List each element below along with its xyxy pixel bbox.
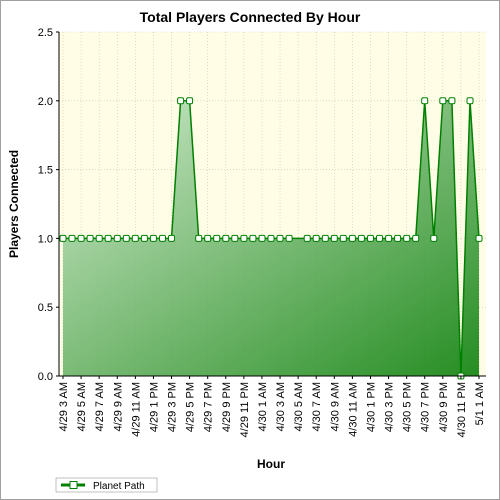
y-axis-ticks: 0.0 0.5 1.0 1.5 2.0 2.5 (38, 27, 59, 383)
data-point-marker (168, 234, 175, 242)
y-tick-label: 2.5 (38, 27, 53, 39)
x-tick-label: 4/30 9 AM (329, 382, 341, 432)
y-tick-label: 1.5 (38, 165, 53, 177)
data-point-marker (285, 234, 293, 242)
x-tick-label: 4/30 7 AM (311, 382, 323, 432)
x-tick-label: 4/29 11 AM (130, 382, 142, 437)
x-tick-label: 4/29 5 AM (76, 382, 88, 432)
x-tick-label: 4/30 5 PM (402, 382, 414, 432)
data-point-marker (439, 97, 447, 105)
x-tick-label: 4/29 1 PM (148, 382, 160, 432)
x-tick-label: 4/29 3 AM (58, 382, 70, 432)
x-tick-label: 4/29 7 AM (94, 382, 106, 432)
data-point-marker (412, 234, 420, 242)
data-point-marker (376, 234, 383, 242)
data-point-marker (195, 234, 203, 242)
data-point-marker (267, 234, 275, 242)
data-point-marker (77, 234, 85, 242)
x-tick-label: 4/30 1 PM (366, 382, 378, 432)
y-tick-label: 0.0 (38, 371, 53, 383)
legend-box (55, 477, 158, 493)
x-tick-label: 4/29 5 PM (185, 382, 197, 432)
data-point-marker (95, 234, 103, 242)
data-point-marker (86, 234, 94, 242)
y-axis-title: Players Connected (7, 150, 21, 258)
data-point-marker (367, 234, 374, 242)
y-tick-label: 1.0 (38, 233, 53, 245)
data-point-marker (240, 234, 248, 242)
data-point-marker (131, 234, 139, 242)
x-tick-label: 4/30 5 AM (293, 382, 305, 432)
x-tick-label: 4/29 3 PM (167, 382, 179, 432)
legend-label: Planet Path (93, 481, 145, 492)
data-point-marker (276, 234, 284, 242)
data-point-marker (339, 234, 347, 242)
data-point-marker (204, 234, 212, 242)
x-tick-label: 4/30 3 PM (384, 382, 396, 432)
data-point-marker (321, 234, 329, 242)
data-point-marker (394, 234, 402, 242)
x-tick-label: 4/30 9 PM (438, 382, 450, 432)
data-point-marker (303, 234, 311, 242)
data-point-marker (186, 97, 194, 105)
data-point-marker (385, 234, 393, 242)
y-tick-label: 0.5 (38, 302, 53, 314)
x-tick-label: 4/30 3 AM (275, 382, 287, 432)
data-point-marker (430, 234, 438, 242)
data-point-marker (113, 234, 121, 242)
legend-swatch-marker (69, 481, 78, 489)
x-tick-label: 4/30 7 PM (420, 382, 432, 432)
data-point-marker (466, 97, 474, 105)
data-point-marker (59, 234, 67, 242)
x-tick-label: 4/29 9 PM (221, 382, 233, 432)
data-point-marker (149, 234, 157, 242)
data-point-marker (68, 234, 76, 242)
data-point-marker (159, 234, 166, 242)
x-tick-label: 4/29 11 PM (239, 382, 251, 437)
data-point-marker (231, 234, 239, 242)
data-point-marker (104, 234, 112, 242)
data-point-marker (249, 234, 257, 242)
x-tick-label: 4/29 9 AM (112, 382, 124, 432)
x-axis-title: Hour (257, 457, 285, 471)
data-point-marker (122, 234, 130, 242)
chart-title: Total Players Connected By Hour (140, 9, 361, 25)
data-point-marker (213, 234, 221, 242)
data-point-marker (177, 97, 185, 105)
data-point-marker (421, 97, 429, 105)
x-tick-label: 4/30 1 AM (257, 382, 269, 432)
data-point-marker (475, 234, 483, 242)
data-point-marker (403, 234, 411, 242)
x-tick-label: 4/30 11 PM (456, 382, 468, 437)
x-axis-ticks: 4/29 3 AM 4/29 5 AM 4/29 7 AM 4/29 9 AM 4/29… (58, 376, 486, 437)
data-point-marker (222, 234, 230, 242)
x-tick-label: 4/29 7 PM (203, 382, 215, 432)
grid-lines (59, 31, 486, 377)
data-point-marker (140, 234, 148, 242)
data-point-marker (330, 234, 338, 242)
data-point-marker (312, 234, 320, 242)
series-markers (59, 97, 483, 380)
x-tick-label: 4/30 11 AM (347, 382, 359, 437)
data-point-marker (348, 234, 356, 242)
data-point-marker (357, 234, 365, 242)
data-point-marker (448, 97, 456, 105)
x-tick-label: 5/1 1 AM (474, 382, 486, 425)
series-line (63, 100, 480, 377)
data-point-marker (258, 234, 266, 242)
y-tick-label: 2.0 (38, 96, 53, 108)
axes (58, 32, 486, 377)
legend: Planet Path (55, 477, 158, 493)
